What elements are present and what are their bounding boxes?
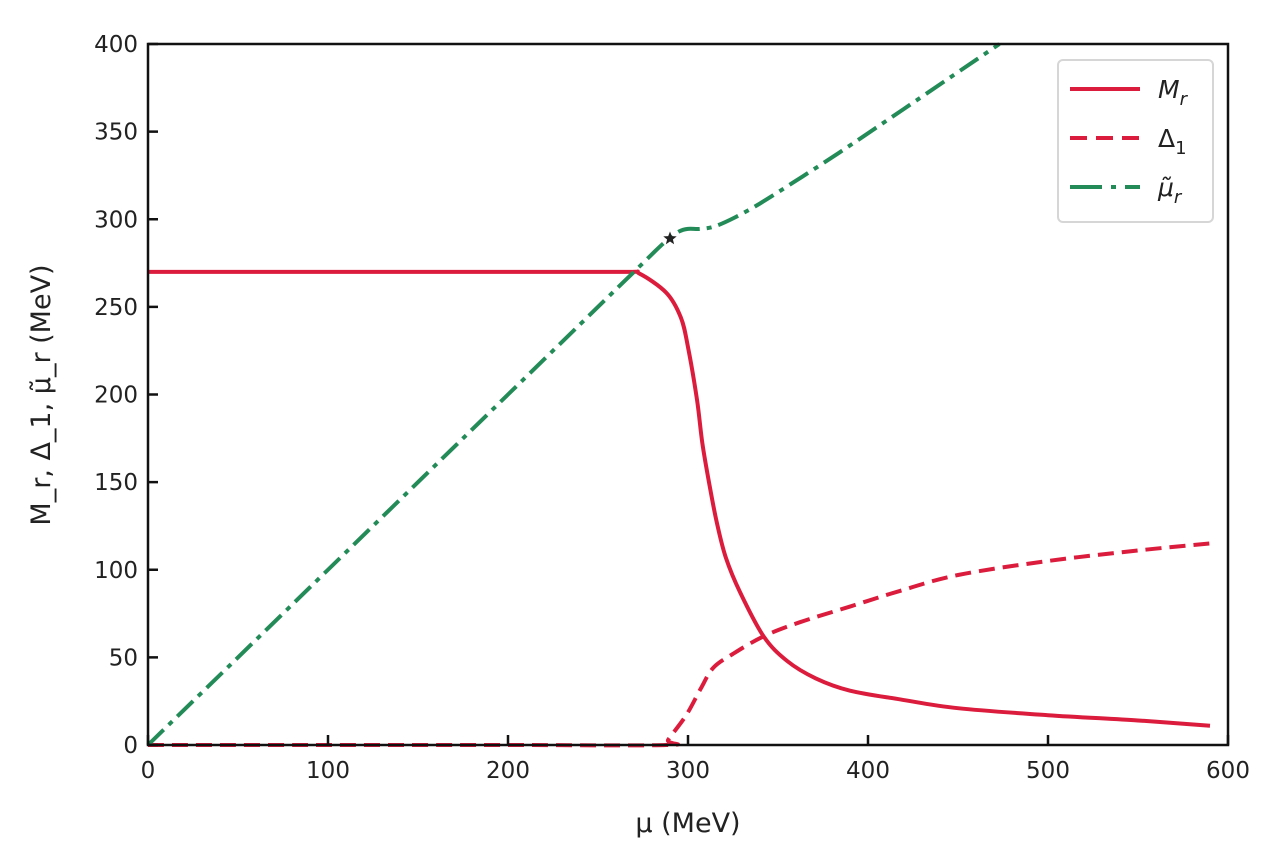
y-tick-label: 250 [94, 295, 138, 321]
star-marker [663, 231, 677, 245]
tick-layer: 0 100 200 300 400 500 600 0 50 100 150 200 250 300 350… [94, 32, 1250, 784]
x-tick-label: 300 [666, 758, 710, 784]
y-tick-label: 350 [94, 120, 138, 146]
series-layer [146, 42, 1211, 748]
y-tick-label: 100 [94, 558, 138, 584]
y-tick-label: 50 [109, 645, 138, 671]
series-line-0 [148, 269, 1211, 728]
x-tick-label: 100 [306, 758, 350, 784]
legend-label-2: μ̃r [1157, 173, 1183, 208]
series-line-2 [146, 42, 1001, 747]
x-axis-label: μ (MeV) [635, 808, 740, 839]
y-tick-label: 400 [94, 32, 138, 58]
marker-layer [663, 231, 677, 245]
x-tick-label: 0 [141, 758, 156, 784]
x-tick-label: 600 [1206, 758, 1250, 784]
legend: Mr Δ1 μ̃r [1057, 59, 1214, 223]
x-tick-label: 200 [486, 758, 530, 784]
legend-box [1057, 59, 1214, 223]
x-tick-label: 500 [1026, 758, 1070, 784]
y-tick-label: 200 [94, 383, 138, 409]
y-tick-label: 300 [94, 207, 138, 233]
legend-label-0: Mr [1158, 75, 1189, 110]
y-tick-label: 150 [94, 470, 138, 496]
legend-label-1: Δ1 [1158, 124, 1187, 159]
x-tick-label: 400 [846, 758, 890, 784]
y-tick-label: 0 [123, 733, 138, 759]
y-axis-label: M_r, Δ_1, μ̃_r (MeV) [26, 264, 57, 525]
